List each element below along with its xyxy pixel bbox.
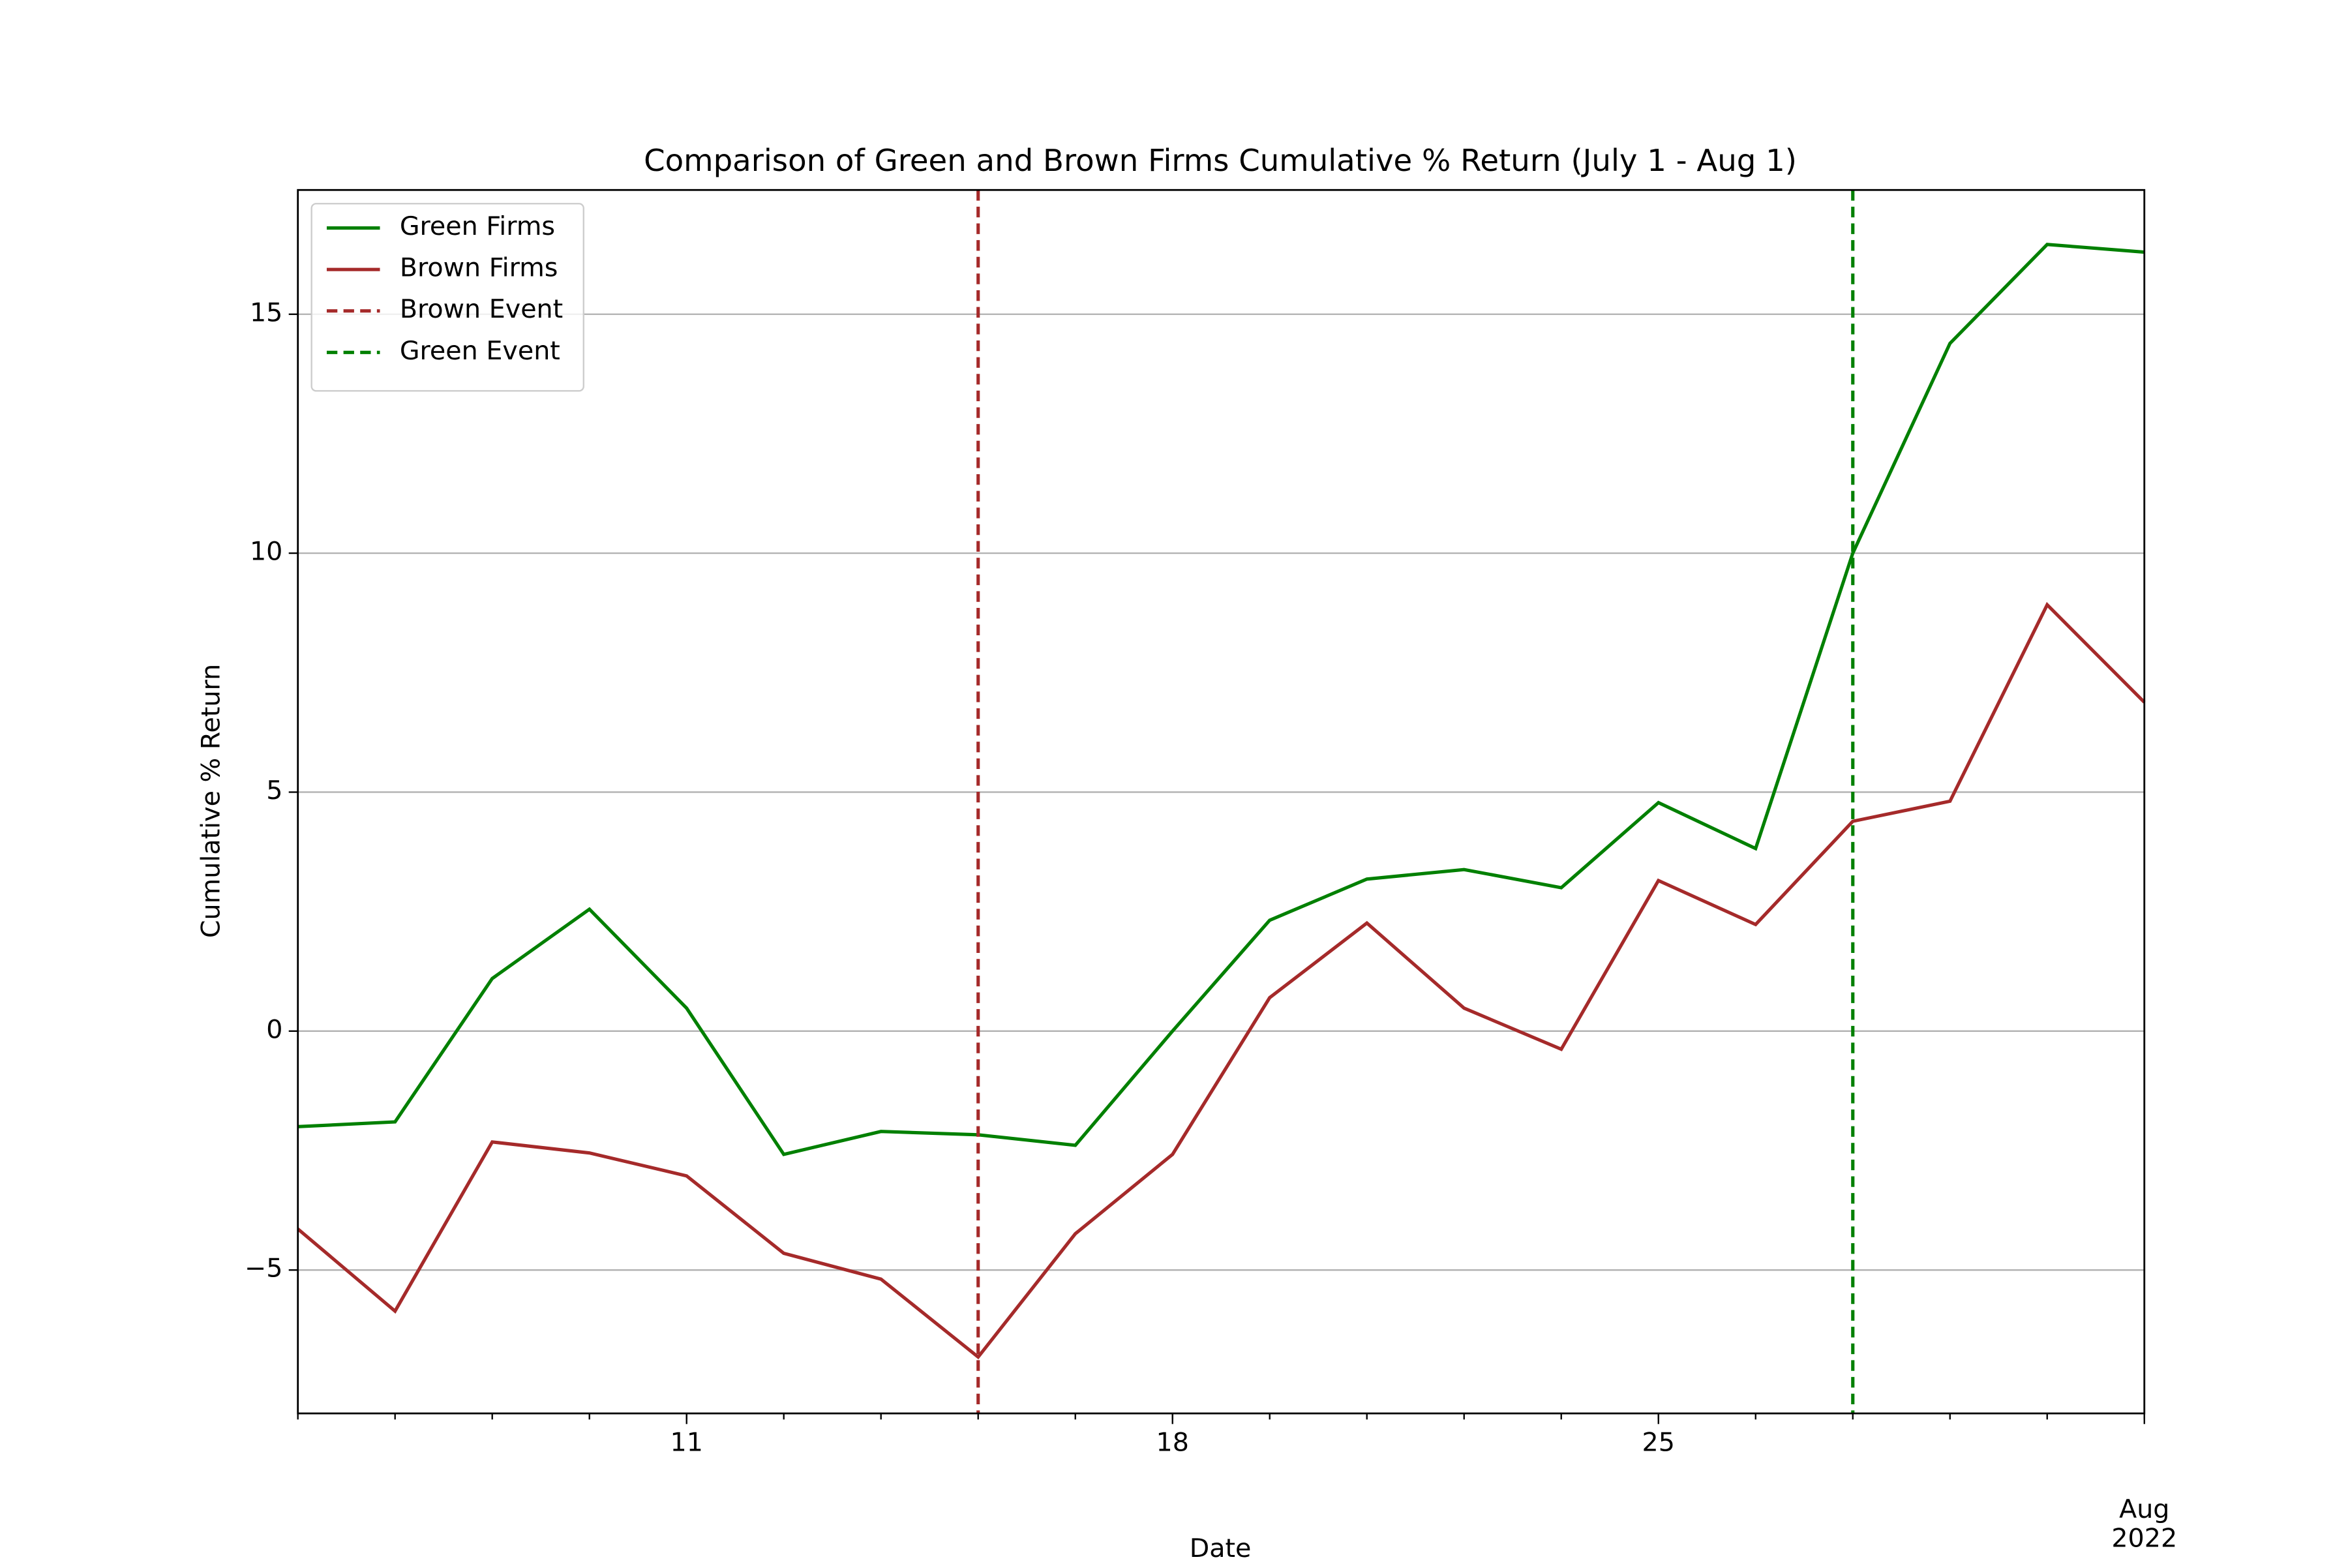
chart-title: Comparison of Green and Brown Firms Cumu… xyxy=(644,143,1797,178)
x-tick-label: Aug 2022 xyxy=(2111,1494,2177,1553)
line-series xyxy=(297,601,2146,1360)
x-axis-label: Date xyxy=(1190,1533,1252,1563)
legend-label: Green Firms xyxy=(400,211,555,241)
legend-label: Brown Event xyxy=(400,294,563,324)
legend-label: Green Event xyxy=(400,336,560,366)
y-axis-label: Cumulative % Return xyxy=(196,664,226,938)
y-tick-label: −5 xyxy=(245,1254,282,1284)
x-tick-label: 25 xyxy=(1642,1427,1675,1457)
legend-label: Brown Firms xyxy=(400,253,558,283)
x-tick-label: 18 xyxy=(1156,1427,1189,1457)
y-tick-label: 15 xyxy=(250,297,282,327)
plot-frame xyxy=(297,188,2146,1415)
line-series xyxy=(297,243,2145,1156)
legend-box xyxy=(310,203,584,392)
x-tick-label: 11 xyxy=(670,1427,703,1457)
y-tick-label: 5 xyxy=(266,776,282,806)
y-tick-label: 0 xyxy=(266,1014,282,1044)
y-tick-label: 10 xyxy=(250,537,282,567)
